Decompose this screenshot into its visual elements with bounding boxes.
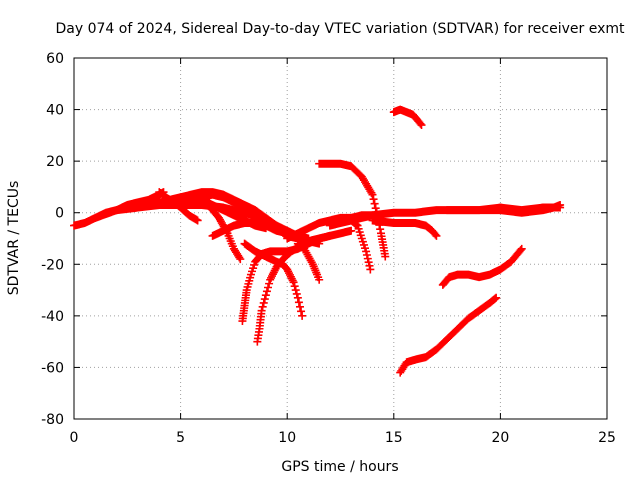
axis-ticks <box>73 57 608 420</box>
series-arc-20 <box>396 293 501 377</box>
x-tick-label: 10 <box>278 430 296 446</box>
series-arc-18 <box>389 105 426 130</box>
data-point-markers <box>240 239 307 320</box>
y-tick-label: -60 <box>41 360 64 376</box>
x-axis-label: GPS time / hours <box>281 459 398 475</box>
data-point-markers <box>438 244 526 289</box>
y-tick-labels: -80 -60 -40 -20 0 20 40 60 <box>41 51 64 428</box>
x-tick-label: 0 <box>70 430 79 446</box>
y-tick-label: 0 <box>55 206 64 222</box>
x-tick-label: 15 <box>385 430 403 446</box>
data-marks <box>70 105 565 377</box>
series-arc-10 <box>253 226 356 346</box>
series-arc-11 <box>240 239 307 320</box>
y-tick-label: 40 <box>46 103 64 119</box>
data-point-markers <box>443 200 565 217</box>
data-point-markers <box>368 216 441 240</box>
grid <box>74 58 607 419</box>
chart-title: Day 074 of 2024, Sidereal Day-to-day VTE… <box>56 21 626 37</box>
series-arc-21 <box>443 200 565 217</box>
y-tick-label: -80 <box>41 412 64 428</box>
x-tick-label: 5 <box>176 430 185 446</box>
data-point-markers <box>293 239 324 284</box>
plot-frame <box>73 57 608 420</box>
data-point-markers <box>325 216 375 274</box>
data-point-markers <box>396 293 501 377</box>
y-tick-label: 60 <box>46 51 64 67</box>
data-point-markers <box>253 226 356 346</box>
y-tick-label: -40 <box>41 309 64 325</box>
y-tick-label: 20 <box>46 154 64 170</box>
x-tick-labels: 0 5 10 15 20 25 <box>70 430 616 446</box>
x-tick-label: 20 <box>491 430 509 446</box>
y-axis-label: SDTVAR / TECUs <box>6 181 22 296</box>
y-tick-label: -20 <box>41 257 64 273</box>
series-arc-17 <box>368 216 441 240</box>
series-arc-14 <box>315 159 390 261</box>
series-arc-19 <box>438 244 526 289</box>
data-point-markers <box>389 105 426 130</box>
series-arc-15 <box>325 216 375 274</box>
series-arc-13 <box>293 239 324 284</box>
data-point-markers <box>315 159 390 261</box>
x-tick-label: 25 <box>598 430 616 446</box>
